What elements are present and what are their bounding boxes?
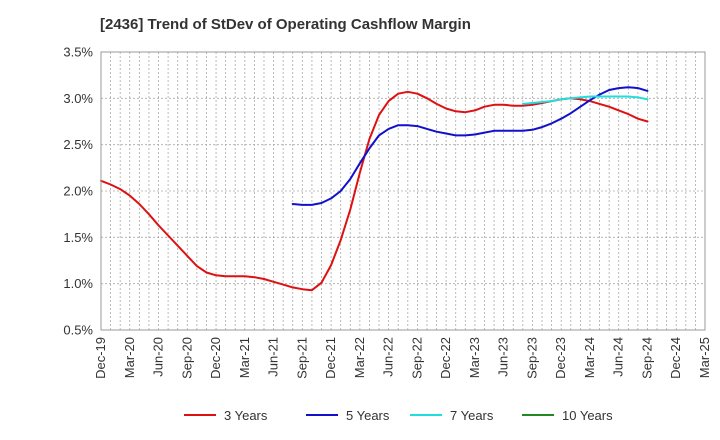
- x-tick-label: Mar-25: [697, 337, 712, 378]
- y-tick-label: 2.5%: [63, 137, 93, 152]
- x-tick-label: Sep-22: [409, 337, 424, 379]
- legend-label: 7 Years: [450, 408, 494, 423]
- x-tick-label: Dec-19: [93, 337, 108, 379]
- series-line-1: [291, 86, 649, 206]
- y-tick-label: 1.0%: [63, 276, 93, 291]
- x-axis: Dec-19 Mar-20 Jun-20 Sep-20 Dec-20 Mar-21 Jun-…: [93, 337, 712, 379]
- y-tick-label: 1.5%: [63, 230, 93, 245]
- x-tick-label: Mar-22: [352, 337, 367, 378]
- y-tick-label: 3.5%: [63, 45, 93, 60]
- legend-label: 5 Years: [346, 408, 390, 423]
- y-tick-label: 0.5%: [63, 323, 93, 338]
- x-tick-label: Dec-21: [323, 337, 338, 379]
- x-tick-label: Dec-24: [668, 337, 683, 379]
- legend: 3 Years 5 Years 7 Years 10 Years: [184, 408, 613, 423]
- x-tick-label: Sep-23: [524, 337, 539, 379]
- x-tick-label: Mar-21: [237, 337, 252, 378]
- plot-frame: [100, 51, 706, 331]
- x-tick-label: Jun-22: [381, 337, 396, 377]
- legend-label: 3 Years: [224, 408, 268, 423]
- x-tick-label: Mar-24: [582, 337, 597, 378]
- x-tick-label: Sep-21: [294, 337, 309, 379]
- y-axis: 0.5% 1.0% 1.5% 2.0% 2.5% 3.0% 3.5%: [63, 45, 93, 338]
- y-tick-label: 3.0%: [63, 91, 93, 106]
- x-tick-label: Dec-23: [553, 337, 568, 379]
- x-tick-label: Jun-24: [611, 337, 626, 377]
- legend-label: 10 Years: [562, 408, 613, 423]
- x-tick-label: Jun-20: [151, 337, 166, 377]
- y-tick-label: 2.0%: [63, 184, 93, 199]
- series-lines: [100, 86, 649, 292]
- x-tick-label: Dec-22: [438, 337, 453, 379]
- x-tick-label: Dec-20: [208, 337, 223, 379]
- x-tick-label: Mar-23: [467, 337, 482, 378]
- x-tick-label: Sep-24: [639, 337, 654, 379]
- x-tick-label: Sep-20: [179, 337, 194, 379]
- series-line-2: [521, 95, 649, 105]
- chart-title: [2436] Trend of StDev of Operating Cashf…: [100, 16, 471, 33]
- x-tick-label: Jun-21: [266, 337, 281, 377]
- x-tick-label: Jun-23: [496, 337, 511, 377]
- x-tick-label: Mar-20: [122, 337, 137, 378]
